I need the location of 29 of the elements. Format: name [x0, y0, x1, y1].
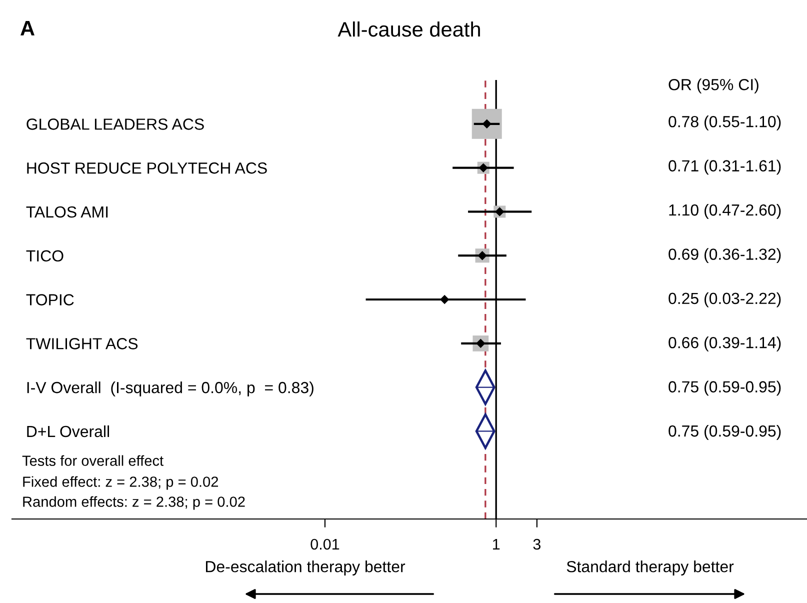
text: 0.75 (0.59-0.95) — [668, 424, 781, 440]
text: A — [20, 21, 34, 36]
y-tick-label: TALOS AMI — [26, 206, 108, 218]
y-tick-label: TOPIC — [26, 294, 74, 306]
text: 0.66 (0.39-1.14) — [668, 336, 781, 352]
text: OR (95% CI) — [668, 78, 758, 94]
text: 0.71 (0.31-1.61) — [668, 160, 781, 175]
text: Random effects: z = 2.38; p = 0.02 — [23, 496, 245, 510]
text: 0.25 (0.03-2.22) — [668, 292, 781, 308]
y-tick-label: GLOBAL LEADERS ACS — [26, 118, 204, 130]
text: 0.69 (0.36-1.32) — [668, 248, 781, 264]
x-tick-label: 0.01 — [310, 538, 340, 550]
point — [475, 248, 490, 263]
y-tick-label: TWILIGHT ACS — [26, 338, 138, 350]
x-tick-label: 3 — [533, 538, 540, 550]
y-tick-label: TICO — [26, 250, 64, 262]
text: 0.78 (0.55-1.10) — [668, 116, 781, 130]
text: 1.10 (0.47-2.60) — [669, 204, 781, 219]
text: 0.75 (0.59-0.95) — [668, 380, 781, 396]
x-tick-label: 1 — [493, 539, 500, 550]
text: Standard therapy better — [566, 560, 734, 576]
text: De-escalation therapy better — [206, 560, 406, 576]
text: Tests for overall effect — [22, 455, 164, 466]
y-tick-label: D+L Overall — [27, 425, 109, 438]
chart-title: All-cause death — [338, 21, 480, 37]
text: Fixed effect: z = 2.38; p = 0.02 — [23, 476, 218, 490]
point — [472, 335, 489, 352]
y-tick-label: HOST REDUCE POLYTECH ACS — [27, 162, 267, 174]
y-tick-label: I-V Overall (I-squared = 0.0%, p = 0.83) — [27, 382, 314, 396]
